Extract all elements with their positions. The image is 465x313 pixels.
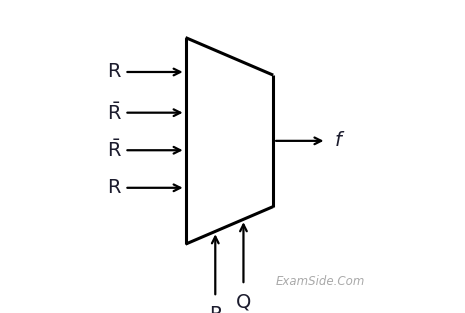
Text: R: R xyxy=(107,63,121,81)
Text: $\bar{\mathregular{R}}$: $\bar{\mathregular{R}}$ xyxy=(107,102,122,124)
Text: ExamSide.Com: ExamSide.Com xyxy=(275,275,365,288)
Text: P: P xyxy=(209,305,221,313)
Text: $\bar{\mathregular{R}}$: $\bar{\mathregular{R}}$ xyxy=(107,139,122,161)
Text: R: R xyxy=(107,178,121,197)
Text: Q: Q xyxy=(236,293,251,312)
Text: f: f xyxy=(334,131,341,150)
